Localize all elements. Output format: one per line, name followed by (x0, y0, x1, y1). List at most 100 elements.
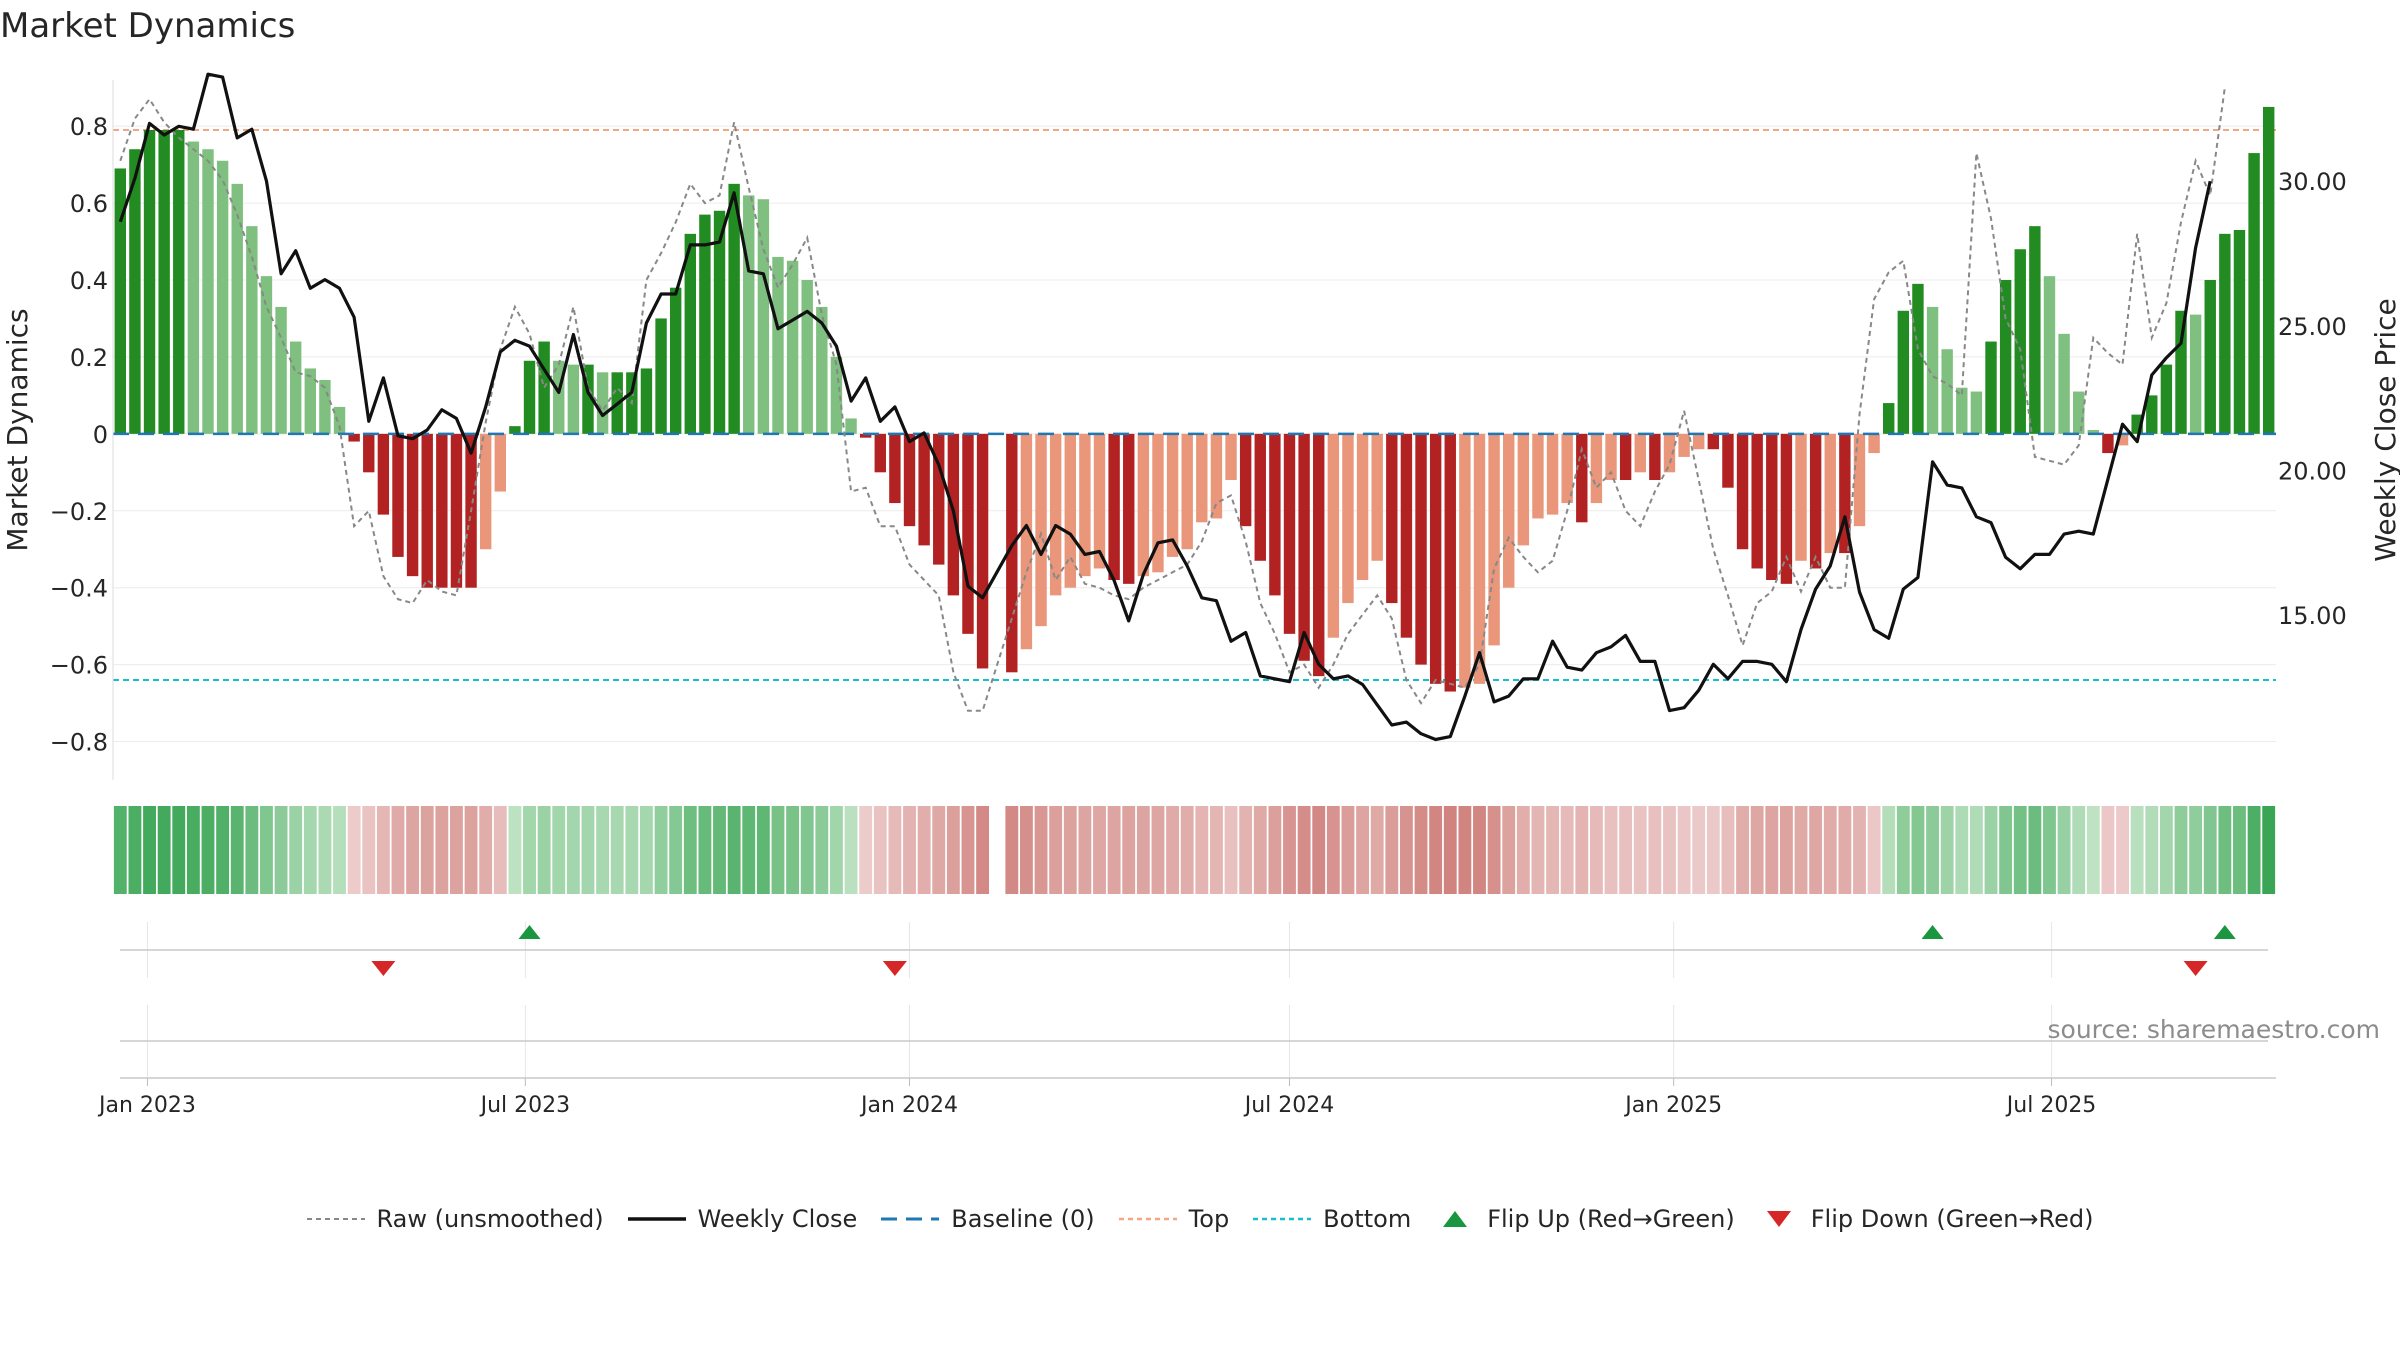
strip-cell (2262, 806, 2276, 894)
strip-cell (903, 806, 916, 894)
bar (2204, 280, 2216, 434)
strip-cell (640, 806, 653, 894)
legend-item-flip-up: Flip Up (Red→Green) (1435, 1205, 1735, 1233)
strip-cell (113, 806, 127, 894)
legend-top-swatch (1118, 1217, 1177, 1221)
strip-cell (713, 806, 726, 894)
strip-cell (1706, 806, 1720, 894)
strip-cell (1166, 806, 1180, 894)
bar (1049, 433, 1062, 596)
bar (816, 306, 828, 434)
strip-cell (260, 806, 273, 894)
strip-cell (756, 806, 770, 894)
y2-axis-label: Weekly Close Price (2369, 298, 2400, 561)
bar (2116, 433, 2129, 446)
bar (216, 160, 229, 434)
y-tick-label: 0.4 (70, 267, 108, 295)
bar (406, 433, 419, 577)
bar (743, 195, 755, 434)
legend-baseline-swatch (881, 1217, 940, 1221)
legend: Raw (unsmoothed) Weekly Close Baseline (… (0, 1205, 2400, 1233)
flip-down-marker (882, 961, 907, 976)
weekly-close-line (118, 72, 2212, 742)
strip-cell (493, 806, 507, 894)
strip-cell (859, 806, 873, 894)
bar (567, 364, 580, 434)
bar (1429, 433, 1442, 684)
strip-cell (1648, 806, 1662, 894)
strip-cell (2174, 806, 2188, 894)
bar (1941, 349, 1953, 434)
strip-cell (1692, 806, 1706, 894)
bar (2087, 430, 2100, 434)
strip-cell (1677, 806, 1691, 894)
strip-cell (1619, 806, 1633, 894)
bar (1634, 433, 1646, 473)
strip-cell (1575, 806, 1589, 894)
strip-cell (844, 806, 858, 894)
strip-cell (201, 806, 215, 894)
y-tick-label: 0.6 (70, 190, 108, 218)
bar (859, 433, 872, 438)
bar (786, 260, 799, 434)
bar (596, 372, 609, 434)
bar (275, 306, 287, 434)
bar (933, 433, 945, 565)
y2-tick-label: 25.00 (2278, 313, 2347, 341)
strip-cell (2057, 806, 2071, 894)
strip-cell (1399, 806, 1413, 894)
bar (1064, 433, 1076, 588)
bar (114, 168, 127, 434)
strip-cell (230, 806, 244, 894)
strip-cell (1911, 806, 1925, 894)
bar (1079, 433, 1091, 577)
bar (2102, 433, 2114, 454)
bar (1415, 433, 1427, 665)
strip-cell (1078, 806, 1092, 894)
strip-cell (1312, 806, 1326, 894)
bar (553, 360, 565, 434)
bar (772, 256, 784, 434)
strip-cell (1370, 806, 1384, 894)
strip-cell (333, 806, 346, 894)
bar (1123, 433, 1135, 584)
strip-cell (976, 806, 990, 894)
market-dynamics-chart: 0.8 0.6 0.4 0.2 0 −0.2 −0.4 −0.6 −0.8 30.00 25.00 2… (1, 72, 2400, 1118)
strip-cell (172, 806, 186, 894)
bar (1926, 306, 1939, 434)
bar (289, 341, 302, 434)
bar (202, 149, 214, 434)
triangle-up-icon (1443, 1211, 1468, 1227)
bar (231, 183, 243, 434)
strip-cell (1516, 806, 1530, 894)
strip-cell (1502, 806, 1516, 894)
legend-item-close: Weekly Close (627, 1205, 857, 1233)
strip-cell (1180, 806, 1194, 894)
legend-raw-swatch (306, 1218, 365, 1220)
strip-cell (1999, 806, 2013, 894)
strip-cell (508, 806, 522, 894)
legend-baseline-label: Baseline (0) (951, 1205, 1095, 1233)
flip-up-marker (2213, 925, 2236, 939)
bar (1020, 433, 1033, 650)
strip-cell (1429, 806, 1443, 894)
bar (728, 183, 740, 434)
legend-flip-down-label: Flip Down (Green→Red) (1810, 1205, 2094, 1233)
bar (129, 149, 141, 434)
strip-cell (932, 806, 946, 894)
strip-cell (216, 806, 230, 894)
strip-cell (1560, 806, 1574, 894)
strip-cell (610, 806, 624, 894)
bar (1999, 280, 2012, 434)
y-tick-label: 0 (93, 421, 108, 449)
bar (801, 280, 813, 434)
strip-cell (1268, 806, 1282, 894)
bar (494, 433, 506, 492)
strip-cell (2043, 806, 2056, 894)
bar (1693, 433, 1705, 450)
bar (1239, 433, 1252, 527)
bar (2233, 230, 2246, 434)
bar (699, 214, 711, 434)
chart-title: Market Dynamics (0, 6, 296, 46)
bar (523, 360, 536, 434)
